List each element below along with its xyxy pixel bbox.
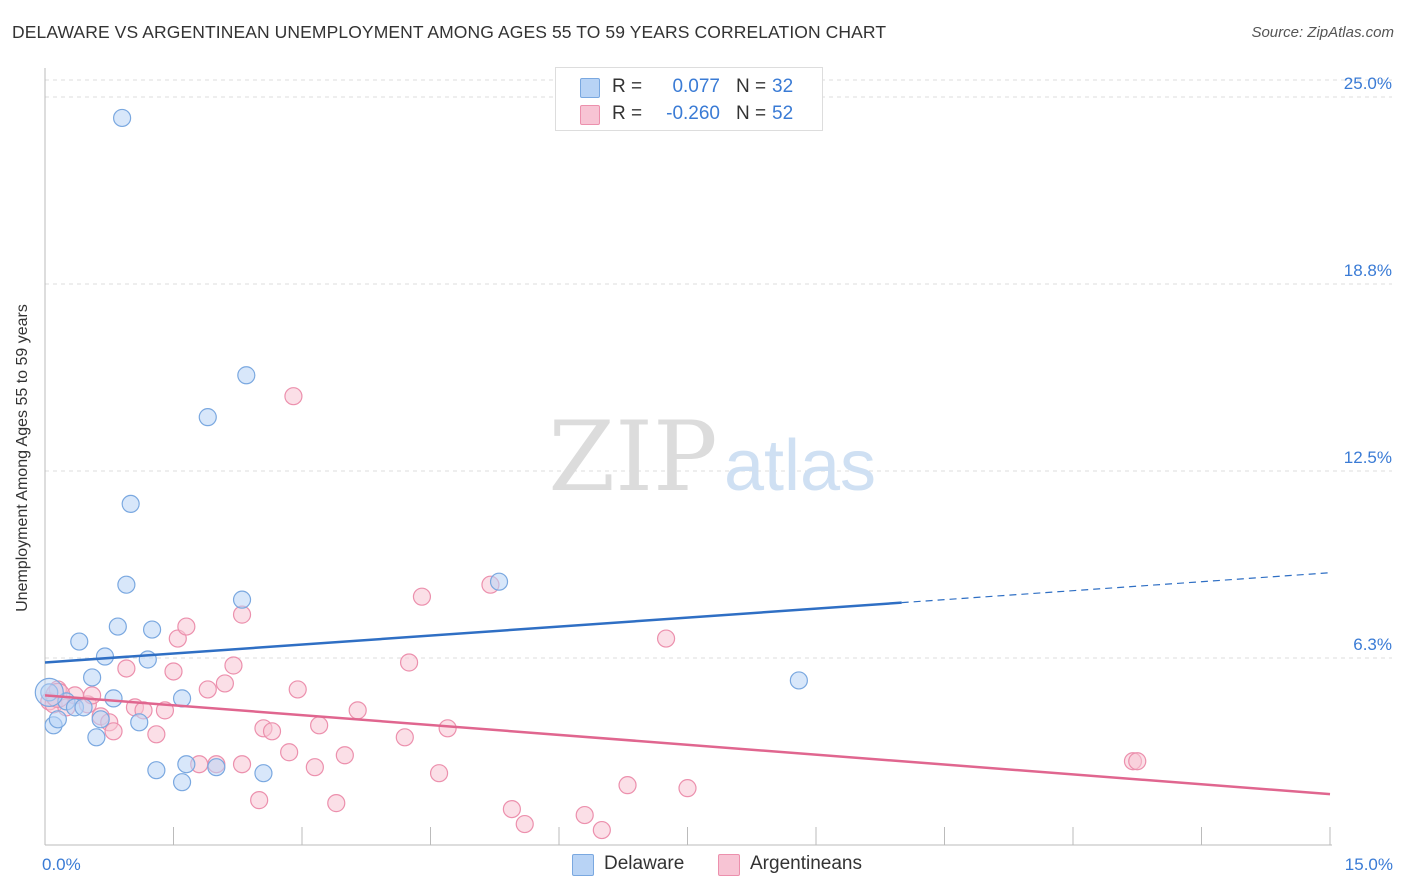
delaware-trend-line-extension: [901, 572, 1331, 604]
x-tick-label-0: 0.0%: [42, 855, 81, 874]
argentineans-point-38: [412, 587, 432, 606]
argentineans-point-46: [618, 776, 637, 795]
argentineans-trend-line: [44, 694, 1331, 796]
delaware-point-19: [147, 761, 166, 780]
argentineans-point-30: [288, 680, 307, 699]
r-value: 0.077: [672, 76, 720, 97]
argentineans-point-42: [502, 799, 521, 819]
n-value: 52: [772, 103, 794, 124]
y-tick-label-3: 25.0%: [1344, 74, 1392, 93]
delaware-point-6: [74, 698, 93, 717]
y-tick-label-0: 6.3%: [1353, 635, 1392, 654]
argentineans-point-47: [656, 629, 676, 648]
argentineans-point-34: [335, 746, 354, 765]
argentineans-point-15: [164, 662, 183, 681]
argentineans-swatch: [580, 105, 600, 125]
argentineans-point-21: [215, 674, 234, 693]
argentineans-point-17: [177, 617, 196, 636]
argentineans-point-13: [147, 725, 166, 744]
delaware-point-2: [48, 710, 67, 729]
r-label: R =: [612, 76, 643, 97]
axes: [44, 68, 1332, 846]
argentineans-point-43: [515, 814, 534, 834]
delaware-point-28: [489, 572, 509, 591]
legend-swatch-delaware: [572, 854, 594, 876]
r-value: -0.260: [666, 103, 720, 124]
chart-title: DELAWARE VS ARGENTINEAN UNEMPLOYMENT AMO…: [12, 22, 887, 42]
delaware-point-12: [108, 617, 127, 636]
argentineans-point-36: [395, 728, 414, 747]
argentineans-point-50: [1128, 752, 1147, 771]
delaware-point-8: [87, 728, 106, 747]
n-label: N =: [736, 76, 767, 97]
argentineans-point-44: [575, 805, 594, 825]
r-label: R =: [612, 103, 643, 124]
delaware-point-17: [138, 650, 157, 669]
argentineans-point-10: [117, 659, 136, 678]
watermark: ZIP atlas: [548, 401, 876, 513]
argentineans-point-45: [592, 820, 611, 840]
delaware-point-14: [117, 575, 136, 594]
legend-swatch-argentineans: [718, 854, 740, 876]
delaware-point-24: [207, 758, 226, 777]
delaware-trend-line: [44, 601, 902, 664]
argentineans-point-39: [429, 764, 449, 783]
argentineans-point-48: [678, 779, 697, 798]
argentineans-point-9: [104, 722, 123, 741]
argentineans-point-40: [438, 719, 457, 738]
watermark-zip: ZIP: [548, 401, 717, 513]
argentineans-point-23: [232, 755, 252, 774]
delaware-point-5: [70, 632, 89, 651]
argentineans-point-33: [327, 794, 346, 813]
x-tick-label-1: 15.0%: [1345, 855, 1393, 874]
chart-legend: Delaware Argentineans: [0, 852, 1406, 876]
delaware-point-cluster: [34, 677, 64, 708]
delaware-point-23: [198, 408, 217, 427]
argentineans-point-29: [284, 387, 303, 406]
axis-ticks: 6.3% 12.5% 18.8% 25.0% 0.0% 15.0%: [42, 74, 1393, 874]
correlation-box: R = 0.077 N = 32 R = -0.260 N = 52: [555, 67, 823, 131]
argentineans-point-19: [198, 680, 217, 699]
trend-lines: [44, 572, 1331, 796]
argentineans-point-27: [262, 722, 282, 741]
legend-label-delaware: Delaware: [604, 853, 685, 874]
n-label: N =: [736, 103, 767, 124]
delaware-point-10: [95, 647, 115, 666]
y-axis-label: Unemployment Among Ages 55 to 59 years: [14, 304, 31, 612]
argentineans-point-28: [280, 743, 299, 762]
delaware-point-9: [91, 710, 110, 729]
delaware-point-13: [112, 108, 132, 128]
delaware-point-16: [130, 713, 149, 732]
delaware-point-26: [237, 366, 256, 385]
delaware-swatch: [580, 78, 600, 98]
delaware-point-21: [172, 773, 192, 792]
chart-source: Source: ZipAtlas.com: [1251, 24, 1394, 41]
delaware-point-7: [83, 668, 102, 687]
argentineans-point-35: [348, 701, 367, 720]
delaware-point-25: [232, 590, 252, 609]
argentineans-point-37: [399, 653, 419, 672]
argentineans-point-22: [224, 656, 243, 675]
y-tick-label-1: 12.5%: [1344, 448, 1392, 467]
delaware-point-18: [142, 620, 162, 639]
delaware-point-29: [789, 671, 808, 690]
delaware-point-22: [177, 755, 196, 774]
n-value: 32: [772, 76, 794, 97]
y-tick-label-2: 18.8%: [1344, 261, 1392, 280]
delaware-points: [34, 108, 808, 792]
delaware-point-27: [254, 764, 273, 783]
argentineans-point-32: [310, 716, 329, 735]
argentineans-point-31: [305, 758, 324, 777]
legend-label-argentineans: Argentineans: [750, 853, 862, 874]
argentineans-point-25: [250, 791, 269, 810]
watermark-atlas: atlas: [724, 426, 876, 506]
delaware-point-15: [121, 494, 140, 514]
delaware-point-11: [104, 689, 123, 708]
